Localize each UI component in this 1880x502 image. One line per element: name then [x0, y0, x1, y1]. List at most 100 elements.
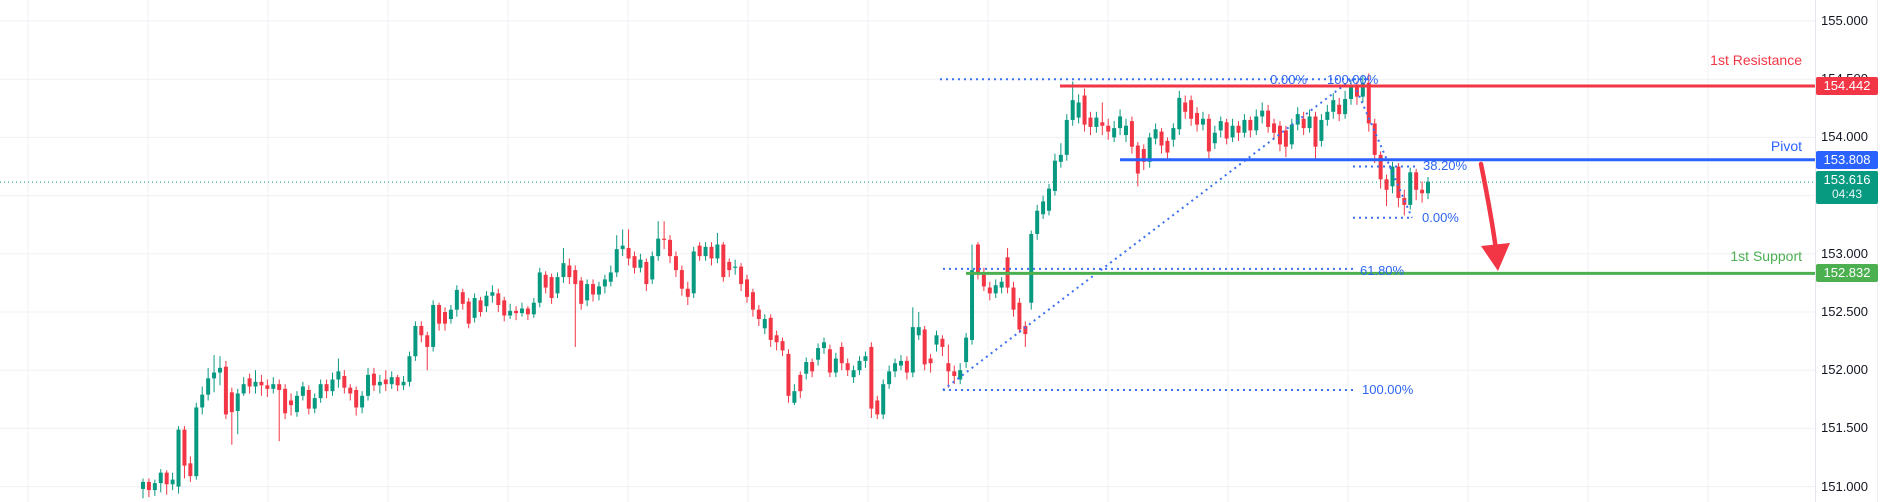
- candle-body: [1195, 112, 1200, 125]
- candle-body: [443, 312, 448, 324]
- candle-body: [454, 289, 459, 310]
- candle-body: [1414, 172, 1419, 190]
- candle-body: [922, 329, 927, 365]
- candle-body: [727, 261, 732, 271]
- candle-body: [1266, 110, 1271, 127]
- candle-body: [478, 300, 483, 312]
- candle-body: [1206, 118, 1211, 152]
- candle-body: [360, 395, 365, 408]
- down-arrow[interactable]: [1478, 161, 1499, 253]
- price-tick-151.500: 151.500: [1821, 420, 1868, 436]
- candle-body: [1295, 114, 1300, 125]
- candle-body: [1058, 154, 1063, 162]
- candle-body: [638, 259, 643, 268]
- candle-body: [514, 310, 519, 314]
- candle-body: [1289, 124, 1294, 145]
- candle-body: [1360, 82, 1365, 97]
- candle-body: [1337, 104, 1342, 115]
- candle-body: [448, 309, 453, 319]
- candle-body: [247, 378, 252, 387]
- candle-body: [1301, 118, 1306, 129]
- candle-body: [484, 295, 489, 307]
- candle-body: [1307, 116, 1312, 129]
- candle-body: [324, 384, 329, 392]
- candle-body: [1254, 116, 1259, 131]
- candle-body: [1420, 189, 1425, 194]
- candle-body: [401, 381, 406, 386]
- candle-body: [1200, 118, 1205, 125]
- candle-body: [1070, 100, 1075, 120]
- price-tick-153.000: 153.000: [1821, 245, 1868, 261]
- candle-body: [602, 279, 607, 287]
- candle-body: [537, 272, 542, 303]
- candle-body: [1165, 140, 1170, 153]
- fib-down-0-label: 0.00%: [1422, 210, 1459, 225]
- candle-body: [1212, 132, 1217, 144]
- candle-body: [437, 305, 442, 324]
- candle-body: [152, 483, 157, 491]
- candle-body: [934, 335, 939, 345]
- candle-body: [898, 360, 903, 366]
- candle-body: [1349, 87, 1354, 99]
- candle-body: [620, 245, 625, 250]
- candle-body: [1331, 100, 1336, 112]
- support-price-tag: 152.832: [1816, 264, 1878, 282]
- fib-diagonal[interactable]: [942, 78, 1353, 391]
- candle-body: [893, 363, 898, 372]
- candle-body: [460, 292, 465, 304]
- fib-diagonal[interactable]: [1351, 78, 1413, 219]
- support-label: 1st Support: [1730, 248, 1802, 264]
- candle-body: [1129, 121, 1134, 147]
- candle-body: [798, 374, 803, 392]
- candle-body: [709, 246, 714, 259]
- candle-body: [377, 381, 382, 386]
- candle-body: [289, 400, 294, 406]
- candle-body: [1017, 302, 1022, 330]
- candle-body: [1366, 82, 1371, 124]
- candle-body: [1396, 166, 1401, 198]
- candle-body: [579, 280, 584, 304]
- candle-body: [300, 386, 305, 396]
- candle-body: [928, 358, 933, 364]
- candle-body: [1242, 119, 1247, 133]
- candle-body: [703, 246, 708, 257]
- candle-body: [774, 335, 779, 343]
- price-tick-152.500: 152.500: [1821, 304, 1868, 319]
- candle-body: [1041, 201, 1046, 215]
- candle-body: [662, 238, 667, 240]
- fib-up-0-label: 0.00%: [1270, 72, 1307, 87]
- candle-body: [608, 272, 613, 282]
- candle-body: [745, 279, 750, 297]
- candle-body: [348, 387, 353, 394]
- candle-body: [952, 371, 957, 377]
- candle-body: [229, 392, 234, 413]
- candle-body: [306, 389, 311, 409]
- candle-body: [253, 381, 258, 387]
- candle-body: [1100, 122, 1105, 126]
- candle-body: [555, 277, 560, 294]
- bar-countdown: 04:43: [1831, 187, 1863, 201]
- candle-body: [194, 407, 199, 477]
- candle-body: [981, 272, 986, 287]
- candle-body: [970, 270, 975, 340]
- candle-body: [1319, 119, 1324, 141]
- down-arrow-head: [1481, 243, 1510, 271]
- candle-body: [336, 371, 341, 380]
- candle-body: [632, 256, 637, 268]
- candle-body: [591, 284, 596, 295]
- candle-body: [964, 337, 969, 363]
- candle-body: [271, 384, 276, 389]
- candle-body: [419, 325, 424, 336]
- candle-body: [821, 342, 826, 349]
- candle-body: [1378, 154, 1383, 180]
- candle-body: [827, 349, 832, 373]
- candle-body: [413, 325, 418, 357]
- pivot-label: Pivot: [1770, 138, 1802, 154]
- candle-body: [750, 292, 755, 310]
- candle-body: [217, 367, 222, 373]
- candle-body: [158, 472, 163, 484]
- candle-body: [768, 317, 773, 340]
- candle-body: [407, 356, 412, 382]
- candle-body: [1260, 110, 1265, 117]
